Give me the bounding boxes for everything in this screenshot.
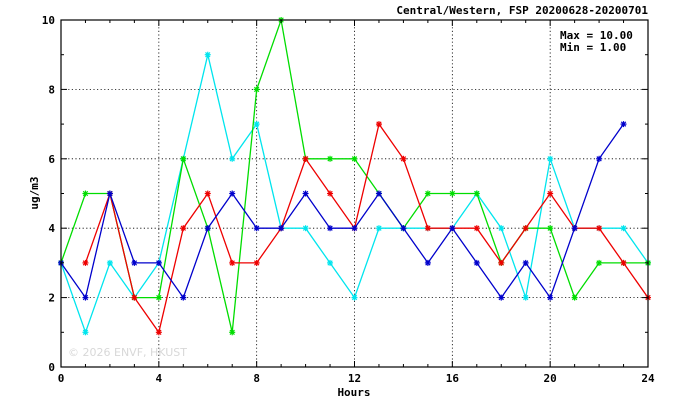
data-point <box>155 294 162 301</box>
y-tick-label: 10 <box>42 14 55 27</box>
x-tick-label: 20 <box>544 372 557 385</box>
watermark: © 2026 ENVF, HKUST <box>68 346 187 359</box>
data-point <box>82 329 89 336</box>
data-point <box>596 259 603 266</box>
data-point <box>351 225 358 232</box>
data-point <box>229 329 236 336</box>
data-point <box>204 51 211 58</box>
y-tick-label: 4 <box>48 222 55 235</box>
data-point <box>82 259 89 266</box>
data-point <box>522 259 529 266</box>
y-tick-label: 2 <box>48 292 55 305</box>
x-tick-label: 24 <box>641 372 655 385</box>
series-layer <box>58 17 651 336</box>
data-point <box>229 155 236 162</box>
data-point <box>155 329 162 336</box>
data-point <box>204 225 211 232</box>
data-point <box>229 190 236 197</box>
data-point <box>375 225 382 232</box>
data-point <box>82 190 89 197</box>
data-point <box>327 155 334 162</box>
data-point <box>253 121 260 128</box>
data-point <box>424 190 431 197</box>
data-point <box>106 190 113 197</box>
series-line-2 <box>84 122 649 334</box>
data-point <box>278 225 285 232</box>
grid-lines <box>61 20 648 367</box>
data-point <box>400 225 407 232</box>
data-point <box>473 225 480 232</box>
x-tick-label: 0 <box>58 372 65 385</box>
data-point <box>498 225 505 232</box>
x-tick-label: 4 <box>156 372 163 385</box>
data-point <box>351 155 358 162</box>
data-point <box>547 155 554 162</box>
data-point <box>571 294 578 301</box>
data-point <box>547 225 554 232</box>
x-tick-label: 16 <box>446 372 460 385</box>
data-point <box>180 225 187 232</box>
data-point <box>498 259 505 266</box>
data-point <box>327 225 334 232</box>
data-point <box>449 190 456 197</box>
data-point <box>180 155 187 162</box>
data-point <box>351 294 358 301</box>
data-point <box>229 259 236 266</box>
x-tick-label: 8 <box>253 372 260 385</box>
data-point <box>131 259 138 266</box>
data-point <box>155 259 162 266</box>
data-point <box>131 294 138 301</box>
data-point <box>620 225 627 232</box>
data-point <box>375 121 382 128</box>
data-point <box>620 121 627 128</box>
data-point <box>253 86 260 93</box>
data-point <box>302 225 309 232</box>
data-point <box>596 155 603 162</box>
data-point <box>82 294 89 301</box>
x-tick-label: 12 <box>348 372 361 385</box>
data-point <box>375 190 382 197</box>
data-point <box>253 259 260 266</box>
data-point <box>547 294 554 301</box>
data-point <box>449 225 456 232</box>
data-point <box>498 294 505 301</box>
data-point <box>327 190 334 197</box>
data-point <box>253 225 260 232</box>
data-point <box>302 190 309 197</box>
series-line-3 <box>60 123 625 300</box>
data-point <box>620 259 627 266</box>
data-point <box>547 190 554 197</box>
data-point <box>400 155 407 162</box>
max-stat: Max = 10.00 <box>560 29 633 42</box>
data-point <box>424 259 431 266</box>
data-point <box>327 259 334 266</box>
y-tick-label: 6 <box>48 153 55 166</box>
y-tick-label: 0 <box>48 361 55 374</box>
data-point <box>522 294 529 301</box>
data-point <box>106 259 113 266</box>
data-point <box>473 190 480 197</box>
y-tick-label: 8 <box>48 83 55 96</box>
data-point <box>473 259 480 266</box>
data-point <box>204 190 211 197</box>
y-axis-title: ug/m3 <box>28 176 41 209</box>
data-point <box>424 225 431 232</box>
min-stat: Min = 1.00 <box>560 41 626 54</box>
data-point <box>302 155 309 162</box>
data-point <box>596 225 603 232</box>
data-point <box>571 225 578 232</box>
chart-title: Central/Western, FSP 20200628-20200701 <box>396 4 648 17</box>
x-axis-title: Hours <box>337 386 370 399</box>
data-point <box>180 294 187 301</box>
data-point <box>522 225 529 232</box>
